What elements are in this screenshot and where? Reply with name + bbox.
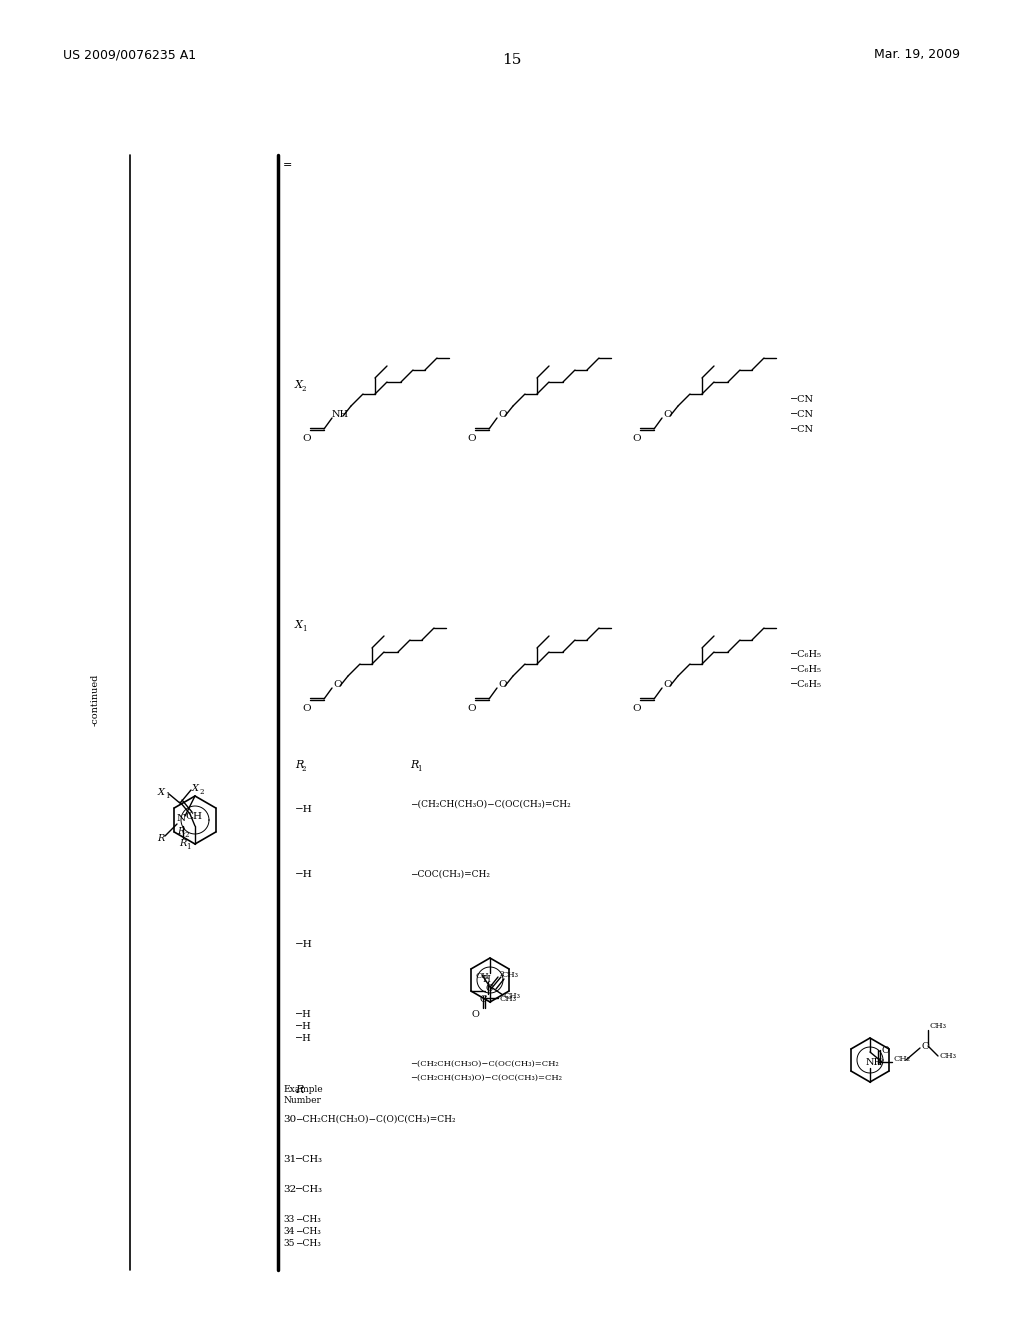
Text: −H: −H xyxy=(295,1022,311,1031)
Text: Mar. 19, 2009: Mar. 19, 2009 xyxy=(874,48,961,61)
Text: Example: Example xyxy=(283,1085,323,1094)
Text: CH: CH xyxy=(476,972,489,979)
Text: O: O xyxy=(333,680,342,689)
Text: −CN: −CN xyxy=(790,411,814,418)
Text: R: R xyxy=(177,828,184,836)
Text: 33: 33 xyxy=(283,1214,294,1224)
Text: Number: Number xyxy=(283,1096,321,1105)
Text: CH₃: CH₃ xyxy=(502,972,519,979)
Text: −CN: −CN xyxy=(790,425,814,434)
Text: R: R xyxy=(157,834,165,843)
Text: O: O xyxy=(632,704,641,713)
Text: O: O xyxy=(922,1041,930,1051)
Text: O: O xyxy=(632,434,641,444)
Text: −CH₃: −CH₃ xyxy=(295,1239,321,1247)
Text: −CH₃: −CH₃ xyxy=(295,1185,323,1195)
Text: CH₃: CH₃ xyxy=(499,995,516,1003)
Text: CH₂: CH₂ xyxy=(893,1055,910,1063)
Text: X: X xyxy=(193,784,199,793)
Text: O: O xyxy=(302,704,310,713)
Text: 1: 1 xyxy=(186,843,190,851)
Text: 2: 2 xyxy=(499,970,504,978)
Text: −CH₃: −CH₃ xyxy=(295,1228,321,1236)
Text: R: R xyxy=(410,760,419,770)
Text: O: O xyxy=(882,1045,890,1055)
Text: C: C xyxy=(486,983,494,993)
Text: 32: 32 xyxy=(283,1185,296,1195)
Text: 1: 1 xyxy=(165,792,170,800)
Text: O: O xyxy=(498,680,507,689)
Text: −CH₂CH(CH₃O)−C(O)C(CH₃)=CH₂: −CH₂CH(CH₃O)−C(O)C(CH₃)=CH₂ xyxy=(295,1115,456,1125)
Text: N: N xyxy=(177,814,186,822)
Text: −COC(CH₃)=CH₂: −COC(CH₃)=CH₂ xyxy=(410,870,490,879)
Text: −C₆H₅: −C₆H₅ xyxy=(790,680,822,689)
Text: NH: NH xyxy=(866,1059,883,1067)
Text: −H: −H xyxy=(295,805,312,814)
Text: O: O xyxy=(467,704,475,713)
Text: O: O xyxy=(302,434,310,444)
Text: H: H xyxy=(482,975,489,983)
Text: O: O xyxy=(663,411,672,418)
Text: CH: CH xyxy=(185,812,202,821)
Text: R: R xyxy=(179,840,186,847)
Text: C: C xyxy=(480,995,487,1005)
Text: 1: 1 xyxy=(417,766,422,774)
Text: −H: −H xyxy=(295,1010,311,1019)
Text: 2: 2 xyxy=(302,766,306,774)
Text: -continued: -continued xyxy=(90,673,99,726)
Text: 1: 1 xyxy=(302,624,306,634)
Text: −C₆H₅: −C₆H₅ xyxy=(790,665,822,675)
Text: X: X xyxy=(295,380,303,389)
Text: X: X xyxy=(295,620,303,630)
Text: −H: −H xyxy=(295,940,312,949)
Text: −(CH₂CH(CH₃O)−C(OC(CH₃)=CH₂: −(CH₂CH(CH₃O)−C(OC(CH₃)=CH₂ xyxy=(410,800,570,809)
Text: CH₃: CH₃ xyxy=(940,1052,957,1060)
Text: CH₃: CH₃ xyxy=(930,1022,947,1030)
Text: −(CH₂CH(CH₃)O)−C(OC(CH₃)=CH₂: −(CH₂CH(CH₃)O)−C(OC(CH₃)=CH₂ xyxy=(410,1074,562,1082)
Text: 30: 30 xyxy=(283,1115,296,1125)
Text: 15: 15 xyxy=(503,53,521,67)
Text: 2: 2 xyxy=(184,832,188,840)
Text: 2: 2 xyxy=(199,788,204,796)
Text: O: O xyxy=(472,1010,480,1019)
Text: 35: 35 xyxy=(283,1239,295,1247)
Text: O: O xyxy=(467,434,475,444)
Text: US 2009/0076235 A1: US 2009/0076235 A1 xyxy=(63,48,197,61)
Text: R: R xyxy=(295,1085,303,1096)
Text: 31: 31 xyxy=(283,1155,296,1164)
Text: −H: −H xyxy=(295,870,312,879)
Text: −(CH₂CH(CH₃O)−C(OC(CH₃)=CH₂: −(CH₂CH(CH₃O)−C(OC(CH₃)=CH₂ xyxy=(410,1060,559,1068)
Text: CH₃: CH₃ xyxy=(504,993,521,1001)
Text: 34: 34 xyxy=(283,1228,294,1236)
Text: −CH₃: −CH₃ xyxy=(295,1214,321,1224)
Text: X: X xyxy=(158,788,165,797)
Text: −H: −H xyxy=(295,1034,311,1043)
Text: O: O xyxy=(663,680,672,689)
Text: 2: 2 xyxy=(302,385,306,393)
Text: R: R xyxy=(295,760,303,770)
Text: NH: NH xyxy=(332,411,349,418)
Text: O: O xyxy=(498,411,507,418)
Text: =: = xyxy=(283,160,293,170)
Text: −C₆H₅: −C₆H₅ xyxy=(790,649,822,659)
Text: −CH₃: −CH₃ xyxy=(295,1155,323,1164)
Text: −CN: −CN xyxy=(790,395,814,404)
